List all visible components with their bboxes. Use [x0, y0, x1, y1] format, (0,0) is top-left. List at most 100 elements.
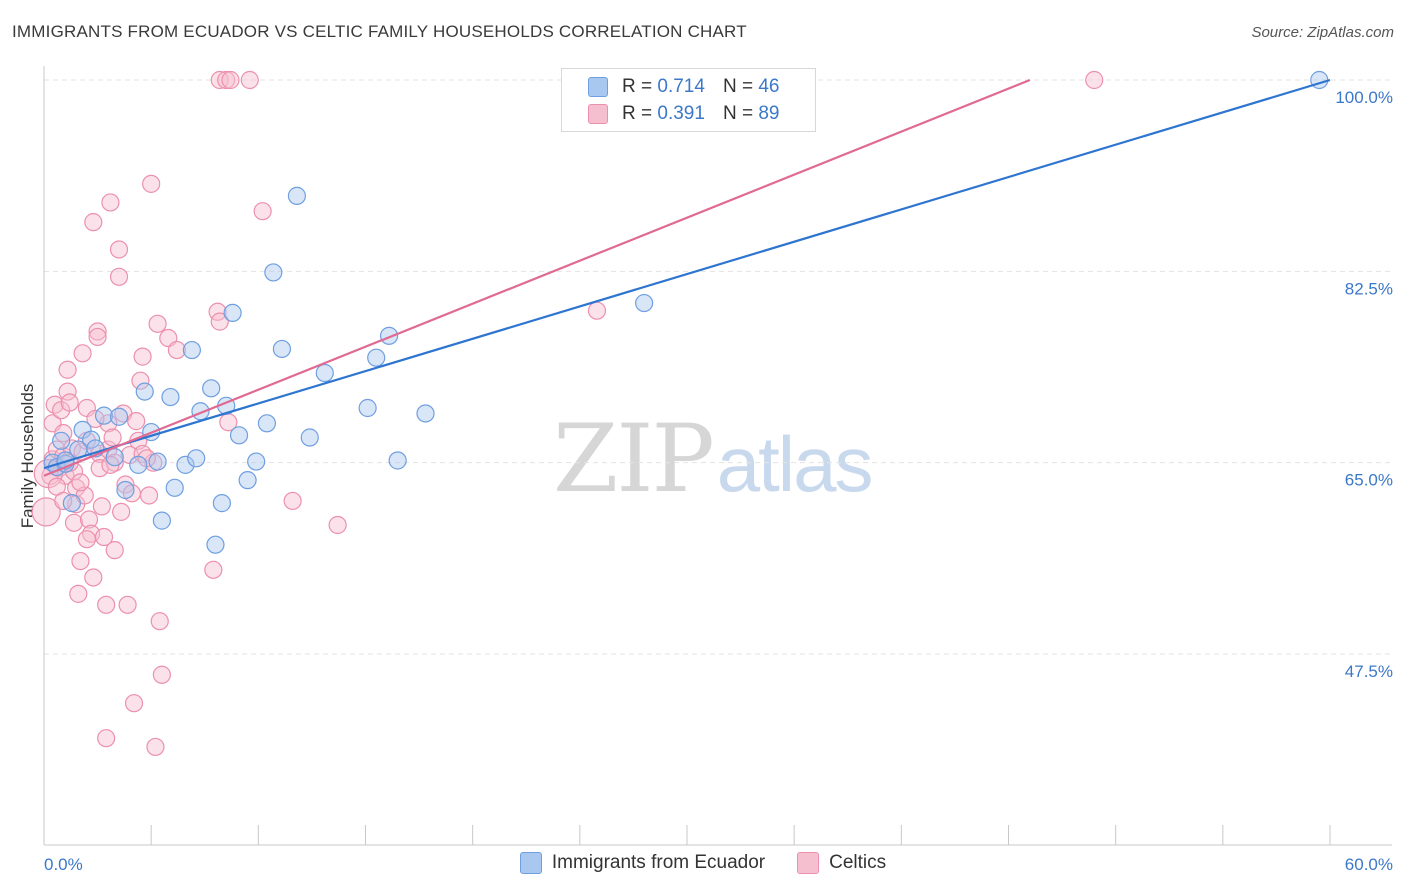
- ecuador-point: [287, 186, 307, 205]
- ecuador-point: [152, 511, 171, 530]
- legend: R = 0.714 N = 46 R = 0.391 N = 89: [561, 68, 816, 132]
- celtics-point: [127, 412, 146, 431]
- legend-r-value: 0.391: [657, 103, 705, 124]
- celtics-point: [58, 382, 77, 401]
- ecuador-point: [388, 451, 407, 470]
- celtics-point: [92, 497, 111, 516]
- celtics-point: [69, 584, 88, 603]
- ecuador-point: [62, 494, 81, 513]
- celtics-point: [146, 737, 165, 757]
- ecuador-point: [223, 303, 242, 322]
- celtics-point: [142, 174, 161, 193]
- celtics-point: [587, 301, 607, 320]
- legend-row-ecuador: R = 0.714 N = 46: [588, 75, 779, 99]
- ecuador-point: [635, 293, 654, 313]
- celtics-point: [133, 347, 152, 366]
- x-tick-label-min: 0.0%: [44, 855, 83, 874]
- celtics-point: [217, 70, 236, 90]
- x-tick-label-max: 60.0%: [1345, 855, 1393, 874]
- ecuador-point: [161, 387, 180, 407]
- celtics-point: [118, 595, 137, 614]
- ecuador-point: [165, 478, 184, 497]
- legend-n-label: N =: [722, 76, 754, 97]
- ecuador-point: [52, 431, 71, 450]
- ecuador-point: [212, 494, 231, 513]
- legend-swatch-pink: [588, 104, 608, 124]
- ecuador-point: [229, 426, 249, 445]
- bottom-legend: Immigrants from Ecuador Celtics: [0, 852, 1406, 874]
- ecuador-point: [416, 404, 435, 423]
- celtics-point: [283, 491, 302, 511]
- celtics-point: [88, 322, 107, 341]
- ecuador-point: [315, 363, 334, 383]
- watermark-zip: ZIP: [553, 405, 715, 514]
- ecuador-points: [43, 70, 1329, 554]
- watermark: ZIPatlas: [553, 405, 874, 514]
- ecuador-point: [367, 348, 386, 367]
- celtics-point: [79, 510, 99, 529]
- celtics-point: [240, 70, 259, 90]
- celtics-point: [71, 551, 90, 571]
- celtics-point: [105, 541, 124, 560]
- legend-r-value: 0.714: [657, 76, 705, 97]
- celtics-point: [328, 515, 347, 535]
- celtics-point: [31, 497, 61, 527]
- celtics-point: [112, 502, 131, 521]
- ecuador-trendline: [43, 78, 1331, 470]
- bottom-legend-label-celtics: Celtics: [829, 852, 887, 873]
- ecuador-point: [129, 455, 148, 474]
- legend-n-label: N =: [722, 103, 754, 124]
- celtics-point: [167, 340, 186, 360]
- celtics-point: [84, 568, 103, 587]
- ecuador-point: [238, 471, 257, 490]
- celtics-point: [148, 314, 167, 333]
- gridlines: [44, 79, 1392, 655]
- axes: [43, 66, 1392, 846]
- watermark-atlas: atlas: [716, 420, 874, 508]
- y-tick-label: 65.0%: [1345, 471, 1393, 490]
- celtics-point: [71, 473, 90, 492]
- ecuador-point: [272, 339, 292, 359]
- bottom-legend-swatch-pink: [797, 852, 820, 874]
- celtics-point: [77, 530, 96, 549]
- celtics-point: [210, 312, 229, 331]
- celtics-point: [204, 560, 223, 579]
- ecuador-point: [187, 449, 206, 468]
- celtics-point: [64, 513, 84, 532]
- celtics-point: [97, 595, 116, 614]
- chart-title: IMMIGRANTS FROM ECUADOR VS CELTIC FAMILY…: [12, 22, 747, 41]
- celtics-point: [139, 486, 159, 505]
- celtics-point: [253, 202, 272, 221]
- bottom-legend-celtics: Celtics: [797, 852, 886, 874]
- legend-swatch-blue: [588, 77, 608, 97]
- bottom-legend-swatch-blue: [519, 852, 542, 874]
- trendlines: [43, 78, 1331, 477]
- legend-n-value: 89: [758, 103, 780, 124]
- celtics-point: [73, 344, 92, 363]
- celtics-point: [109, 267, 129, 286]
- legend-row-celtics: R = 0.391 N = 89: [588, 102, 779, 126]
- y-tick-label: 47.5%: [1345, 662, 1393, 681]
- y-tick-label: 100.0%: [1335, 88, 1393, 107]
- ecuador-point: [148, 452, 167, 471]
- celtics-point: [58, 360, 77, 379]
- celtics-point: [60, 393, 79, 412]
- ecuador-point: [358, 398, 377, 418]
- celtics-point: [109, 240, 129, 259]
- ecuador-point: [105, 448, 124, 467]
- celtics-point: [1085, 70, 1104, 90]
- legend-n-value: 46: [758, 76, 780, 97]
- ecuador-point: [300, 428, 319, 447]
- celtics-point: [88, 327, 107, 347]
- celtics-trendline: [43, 78, 1031, 477]
- ecuador-point: [176, 455, 195, 474]
- celtics-point: [150, 612, 169, 631]
- celtics-point: [103, 428, 122, 447]
- celtics-point: [210, 70, 229, 90]
- ecuador-point: [135, 382, 154, 401]
- ecuador-point: [264, 263, 283, 282]
- celtics-points: [31, 70, 1104, 757]
- ecuador-point: [116, 480, 135, 500]
- bottom-legend-label-ecuador: Immigrants from Ecuador: [551, 852, 766, 873]
